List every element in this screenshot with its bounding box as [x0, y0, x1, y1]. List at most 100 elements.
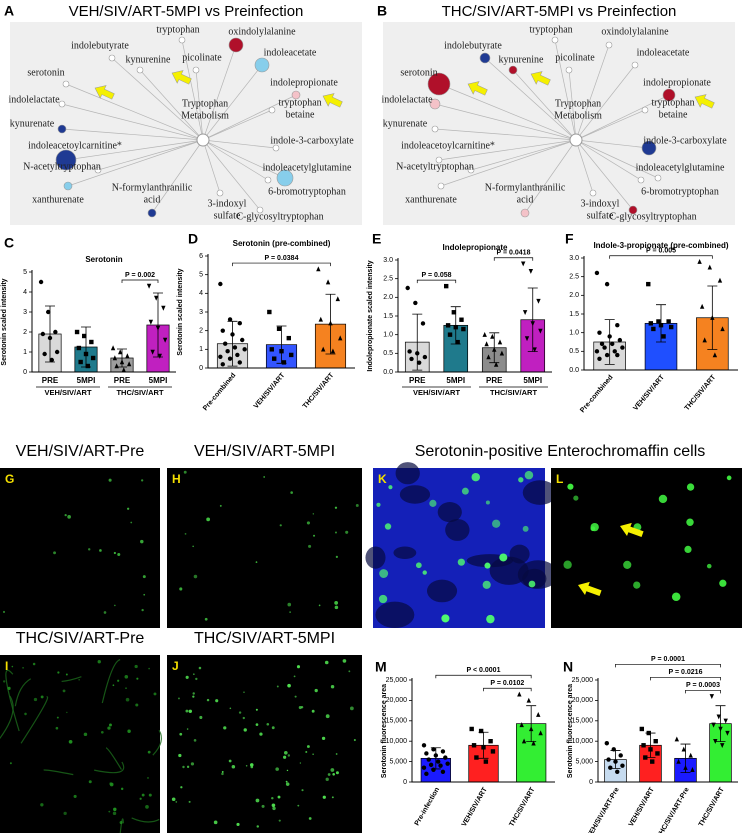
data-point: [594, 270, 600, 276]
fluorescent-cell: [259, 732, 263, 736]
data-point: [431, 747, 436, 752]
significance-bracket: [493, 257, 534, 261]
fluorescent-cell: [125, 687, 127, 689]
y-tick-label: 3: [23, 309, 27, 316]
fluorescent-cell: [186, 765, 190, 769]
significance-bracket: [232, 262, 331, 267]
fluorescent-cell: [255, 723, 259, 726]
data-point: [478, 728, 484, 734]
fluorescent-cell: [188, 709, 193, 714]
fluorescent-cell: [299, 762, 302, 764]
fluorescent-cell: [109, 782, 113, 786]
fluorescent-cell: [3, 680, 6, 683]
x-tick-label: 5MPI: [523, 376, 542, 385]
data-point: [289, 352, 294, 358]
network-edge: [202, 44, 237, 141]
metabolite-node: [256, 206, 264, 214]
tissue-shadow: [509, 544, 530, 564]
data-point: [421, 743, 427, 748]
fluorescent-cell: [114, 604, 116, 607]
significance-bracket: [609, 255, 713, 259]
x-tick-label: VEH/SIV/ART: [628, 786, 656, 828]
metabolite-label: indole-3-carboxylate: [270, 135, 354, 146]
metabolite-node: [63, 181, 73, 191]
metabolite-node: [520, 208, 530, 218]
panel-letter: N: [563, 659, 573, 675]
network-edge: [575, 44, 610, 141]
network-edge: [97, 139, 204, 171]
network-edge: [67, 139, 204, 187]
group-label: THC/SIV/ART: [116, 388, 164, 397]
metabolite-label: indoleacetylglutamine: [263, 162, 352, 173]
fluorescent-cell: [184, 532, 187, 535]
fluorescent-cell: [192, 695, 195, 698]
y-tick-label: 1.0: [383, 332, 393, 339]
fluorescent-cell: [276, 685, 279, 688]
fluorescent-cell: [192, 545, 194, 548]
panel-letter: J: [172, 659, 179, 673]
data-point: [474, 755, 479, 760]
data-point: [227, 356, 233, 361]
group-label: VEH/SIV/ART: [413, 388, 461, 397]
fluorescent-cell: [285, 782, 290, 786]
data-point: [661, 334, 666, 339]
p-value: P = 0.0384: [265, 255, 299, 262]
data-point: [471, 743, 477, 748]
fluorescent-cell: [263, 476, 265, 478]
metabolite-node: [216, 189, 224, 197]
y-tick-label: 5: [199, 272, 203, 279]
metabolite-node: [641, 106, 649, 114]
data-point: [499, 350, 505, 356]
metabolite-label: N-formylanthranilic: [112, 182, 193, 193]
x-tick-label: PRE: [409, 376, 426, 385]
fluorescent-cell: [334, 506, 338, 509]
p-value: P < 0.0001: [467, 667, 501, 674]
y-tick-label: 0.5: [383, 350, 393, 357]
y-tick-label: 15,000: [572, 718, 594, 725]
y-axis-label: Serotonin fluorescence area: [567, 684, 574, 778]
metabolite-label: acid: [144, 194, 161, 205]
network-edge: [470, 139, 577, 171]
network-edge: [568, 69, 577, 141]
fluorescent-cell: [255, 798, 260, 803]
data-point: [335, 296, 340, 302]
fluorescent-cell: [287, 602, 292, 607]
data-point: [428, 762, 434, 768]
network-edge: [575, 64, 636, 141]
data-point: [424, 751, 429, 756]
data-point: [112, 355, 118, 361]
data-point: [493, 361, 499, 367]
metabolite-label: betaine: [286, 109, 315, 120]
data-point: [681, 746, 686, 752]
fluorescent-cell: [11, 665, 14, 668]
highlight-arrow: [467, 81, 488, 96]
center-label: Metabolism: [554, 110, 602, 121]
fluorescent-cell: [113, 807, 117, 812]
chart-title: Serotonin: [85, 255, 122, 264]
data-point: [656, 319, 661, 324]
fluorescent-cell: [308, 817, 312, 820]
network-edge: [111, 57, 204, 141]
data-point: [599, 341, 605, 347]
data-point: [220, 328, 225, 333]
significance-bracket: [615, 663, 721, 668]
fluorescent-cell: [236, 822, 240, 827]
metabolite-node: [605, 41, 613, 49]
data-point: [528, 726, 534, 732]
fluorescent-cell: [415, 562, 422, 569]
fluorescent-cell: [178, 753, 182, 758]
fluorescent-cell: [141, 793, 145, 797]
metabolite-node: [57, 124, 67, 134]
significance-bracket: [483, 687, 532, 692]
y-tick-label: 2.5: [383, 276, 393, 283]
y-tick-label: 4: [199, 290, 203, 297]
fluorescent-cell: [590, 522, 599, 532]
fluorescent-cell: [100, 730, 104, 734]
panel-title: THC/SIV/ART-5MPI vs Preinfection: [442, 3, 677, 20]
data-point: [618, 753, 623, 758]
fluorescent-cell: [255, 708, 258, 711]
y-tick-label: 1: [199, 346, 203, 353]
data-point: [461, 326, 466, 332]
fluorescent-cell: [62, 689, 66, 693]
x-tick-label: Pre-combined: [579, 374, 614, 414]
